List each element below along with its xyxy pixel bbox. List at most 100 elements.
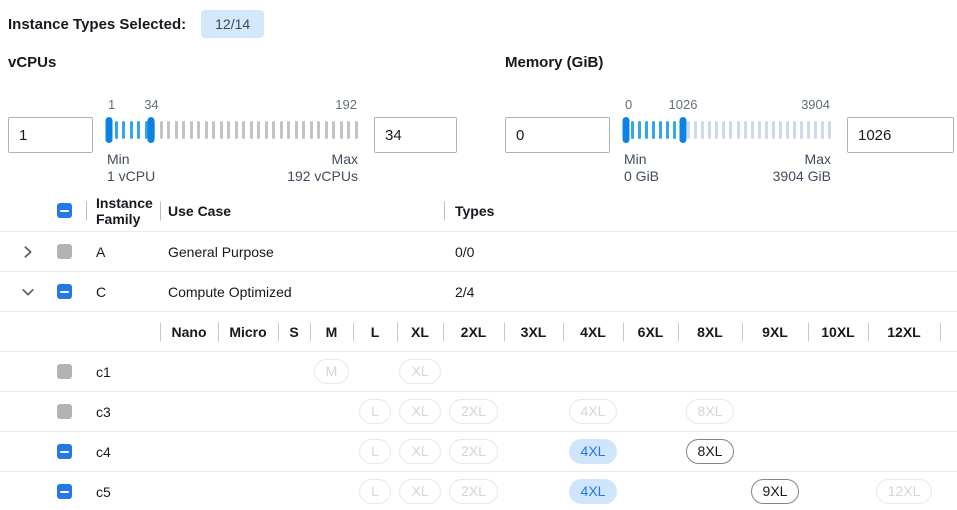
size-cell-c4-9xl [742, 432, 808, 471]
size-cell-c1-xl: XL [397, 352, 443, 391]
vcpus-slider-tick [242, 121, 245, 139]
size-cell-c3-8xl: 8XL [678, 392, 742, 431]
size-pill-c5-xl: XL [399, 479, 441, 504]
vcpus-title: vCPUs [8, 54, 57, 71]
vcpus-slider-tick [227, 121, 230, 139]
memory-slider-track[interactable] [622, 117, 831, 143]
topbar: Instance Types Selected: 12/14 [8, 8, 265, 40]
size-cell-c3-2xl: 2XL [443, 392, 504, 431]
size-cell-c3-10xl [808, 392, 868, 431]
vcpus-slider-tick [354, 121, 358, 139]
vcpus-slider-tick [257, 121, 260, 139]
memory-slider-tick [820, 121, 824, 139]
size-pill-c4-4xl[interactable]: 4XL [568, 439, 618, 464]
instance-checkbox-c4[interactable] [57, 444, 72, 459]
instance-row-c3: c3 L XL 2XL 4XL 8XL [0, 392, 957, 432]
family-checkbox-c[interactable] [57, 284, 72, 299]
memory-filter-section: Memory (GiB) 0 1026 3904 Min 0 GiB Max 3… [505, 54, 954, 185]
size-cell-c4-2xl: 2XL [443, 432, 504, 471]
size-cell-c1-2xl [443, 352, 504, 391]
vcpus-slider-tick [129, 121, 133, 139]
expand-toggle-a[interactable] [0, 245, 48, 259]
size-column-header-4xl: 4XL [563, 312, 623, 351]
vcpus-scale-current: 34 [144, 97, 159, 112]
column-header-instance-family: Instance Family [86, 190, 160, 231]
size-pill-c4-8xl[interactable]: 8XL [685, 439, 735, 464]
size-column-header-12xl: 12XL [868, 312, 940, 351]
size-cell-c4-8xl: 8XL [678, 432, 742, 471]
vcpus-slider-track[interactable] [105, 117, 358, 143]
expand-toggle-c[interactable] [0, 285, 48, 299]
size-cell-c5-4xl: 4XL [563, 472, 623, 510]
size-column-header-10xl: 10XL [808, 312, 868, 351]
vcpus-minmax: Min 1 vCPU Max 192 vCPUs [107, 151, 358, 185]
memory-min-input[interactable] [505, 117, 610, 153]
vcpus-slider-tick [264, 121, 268, 139]
size-pill-c5-4xl[interactable]: 4XL [568, 479, 618, 504]
size-column-header-xl: XL [397, 312, 443, 351]
vcpus-slider-tick [324, 121, 328, 139]
size-cell-c3-4xl: 4XL [563, 392, 623, 431]
size-cell-c1-micro [218, 352, 278, 391]
instance-table: Instance Family Use Case Types A General … [0, 190, 957, 510]
size-cell-c1-6xl [623, 352, 678, 391]
memory-slider-tick [785, 121, 789, 139]
size-column-header-2xl: 2XL [443, 312, 504, 351]
size-cell-c4-l: L [353, 432, 397, 471]
chevron-down-icon [22, 288, 34, 295]
memory-min-label: Min [624, 151, 647, 167]
size-cell-c3-l: L [353, 392, 397, 431]
select-all-checkbox[interactable] [57, 203, 72, 218]
memory-slider-tick [666, 121, 670, 139]
size-cell-c4-xl: XL [397, 432, 443, 471]
size-cell-c5-xl: XL [397, 472, 443, 510]
instance-types-selected-label: Instance Types Selected: [8, 15, 187, 33]
vcpus-min-input[interactable] [8, 117, 93, 153]
vcpus-slider-tick [287, 121, 290, 139]
memory-slider-tick [652, 121, 656, 139]
size-cell-c3-xl: XL [397, 392, 443, 431]
size-pill-c1-xl: XL [399, 359, 441, 384]
size-cell-c3-6xl [623, 392, 678, 431]
use-case-cell: Compute Optimized [168, 283, 292, 300]
memory-slider: 0 1026 3904 Min 0 GiB Max 3904 GiB [622, 97, 831, 185]
size-pill-c5-2xl: 2XL [449, 479, 498, 504]
memory-slider-tick [708, 121, 712, 139]
vcpus-slider-tick [309, 121, 313, 139]
vcpus-max-input[interactable] [374, 117, 457, 153]
size-cell-c3-m [310, 392, 353, 431]
vcpus-slider-tick [317, 121, 320, 139]
vcpus-slider-tick [167, 121, 170, 139]
instance-checkbox-c3 [57, 404, 72, 419]
size-pill-c5-l: L [359, 479, 391, 504]
vcpus-slider-handle-max[interactable] [147, 117, 155, 143]
instance-checkbox-c5[interactable] [57, 484, 72, 499]
size-pill-c5-9xl[interactable]: 9XL [750, 479, 800, 504]
memory-scale-min: 0 [625, 97, 633, 112]
size-cell-c3-s [278, 392, 310, 431]
vcpus-slider-tick [189, 121, 193, 139]
vcpus-scale-min: 1 [108, 97, 116, 112]
vcpus-slider-handle-min[interactable] [105, 117, 113, 143]
memory-slider-tick [764, 121, 768, 139]
size-pill-c4-2xl: 2XL [449, 439, 498, 464]
vcpus-slider-tick [137, 121, 140, 139]
memory-slider-tick [736, 121, 740, 139]
size-cell-c4-3xl [504, 432, 563, 471]
size-pill-c5-12xl: 12XL [875, 479, 933, 504]
size-cell-c5-9xl: 9XL [742, 472, 808, 510]
size-column-header-9xl: 9XL [742, 312, 808, 351]
size-cell-c3-micro [218, 392, 278, 431]
memory-slider-handle-min[interactable] [622, 117, 630, 143]
instance-name-cell: c5 [96, 483, 111, 500]
column-header-use-case: Use Case [160, 190, 444, 231]
size-cell-c1-9xl [742, 352, 808, 391]
size-pill-c3-xl: XL [399, 399, 441, 424]
vcpus-slider-tick [197, 121, 200, 139]
memory-slider-tick [813, 121, 817, 139]
memory-slider-tick [806, 121, 810, 139]
size-cell-c3-12xl [868, 392, 940, 431]
memory-max-input[interactable] [847, 117, 954, 153]
memory-max-label: Max [804, 151, 831, 167]
memory-slider-handle-max[interactable] [679, 117, 687, 143]
